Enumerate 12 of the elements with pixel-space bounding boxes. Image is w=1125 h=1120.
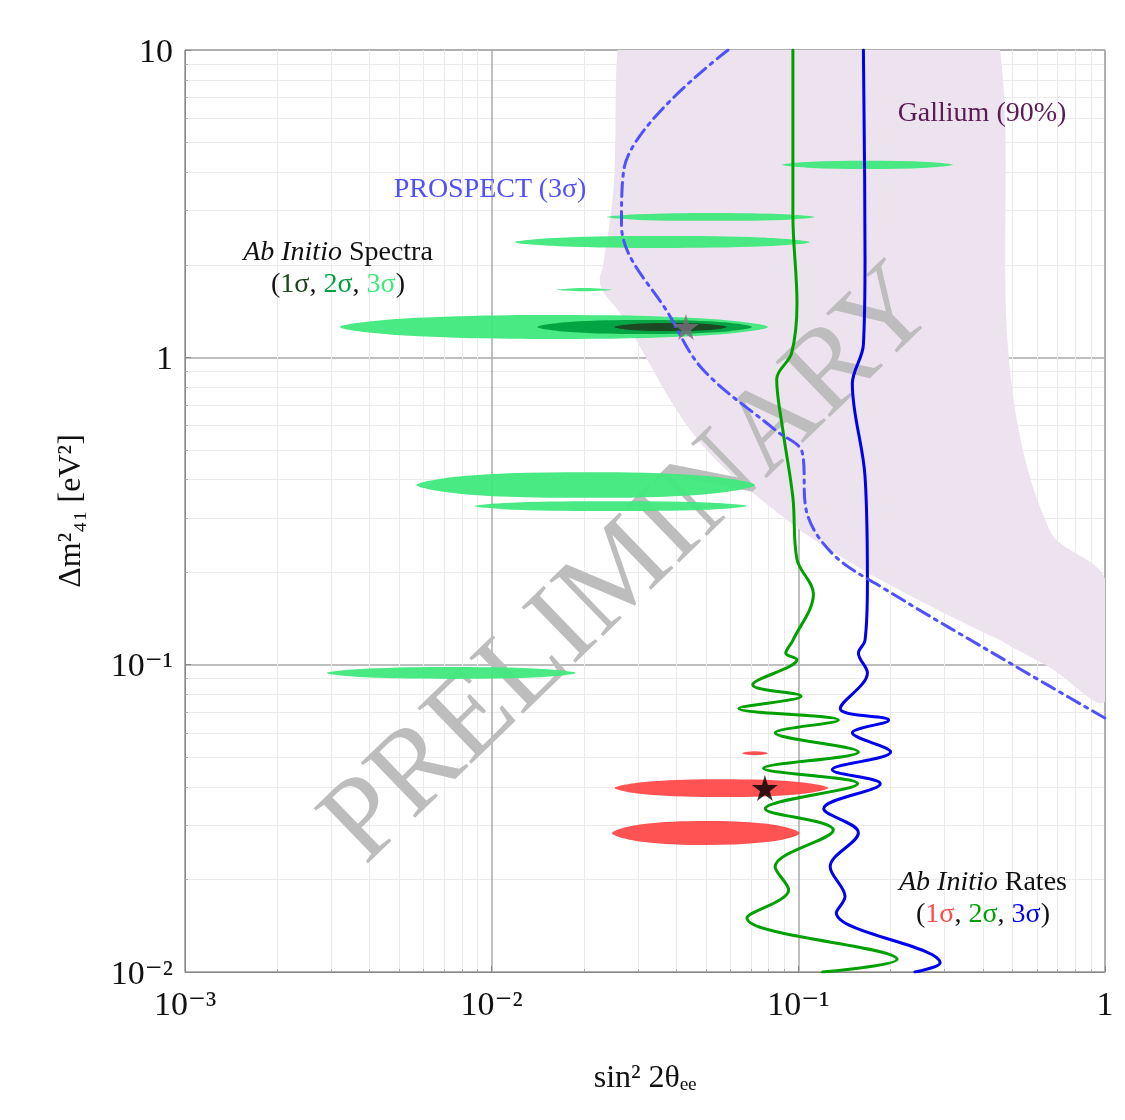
y-tick-label: 10 [139, 31, 173, 69]
x-tick-label: 10⁻² [460, 984, 523, 1022]
annotation: (1σ, 2σ, 3σ) [916, 896, 1050, 928]
y-tick-label: 1 [156, 338, 173, 376]
y-axis-title: Δm²₄₁ [eV²] [51, 434, 87, 588]
x-tick-label: 1 [1096, 984, 1114, 1022]
x-tick-label: 10⁻¹ [767, 984, 830, 1022]
x-axis-title: sin² 2θₑₑ [593, 1058, 697, 1094]
annotation: PROSPECT (3σ) [393, 171, 587, 203]
y-tick-label: 10⁻¹ [110, 646, 173, 684]
annotation: Ab Initio Rates [897, 864, 1067, 896]
annotation: Gallium (90%) [897, 95, 1067, 127]
